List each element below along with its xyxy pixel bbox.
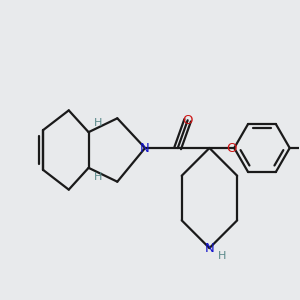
Text: H: H [94, 172, 103, 182]
Text: H: H [218, 251, 226, 261]
Text: O: O [226, 142, 236, 154]
Text: O: O [182, 114, 193, 127]
Text: N: N [205, 242, 214, 255]
Text: H: H [94, 118, 103, 128]
Text: N: N [140, 142, 150, 154]
